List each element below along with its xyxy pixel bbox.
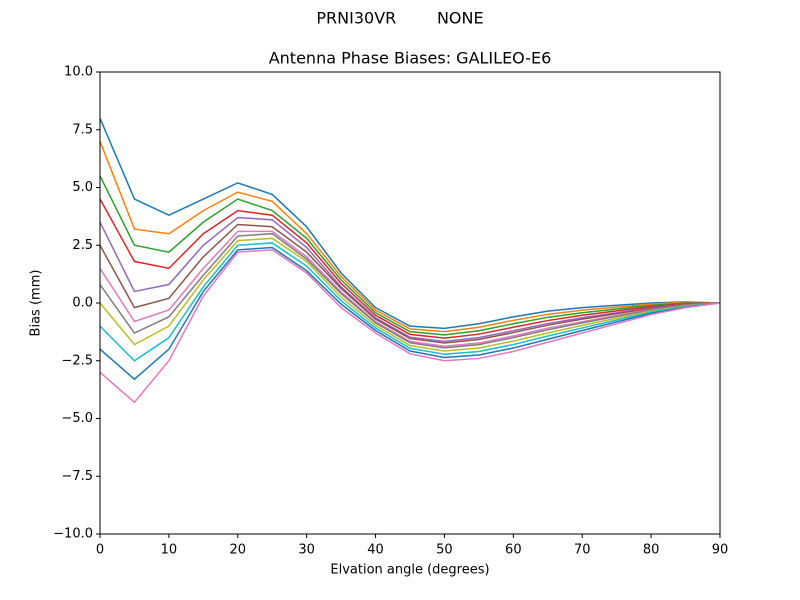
x-tick-label: 60	[505, 543, 522, 558]
series-line	[99, 141, 721, 333]
x-tick-label: 80	[643, 543, 660, 558]
series-line	[99, 232, 721, 349]
y-tick-label: −5.0	[61, 411, 93, 426]
y-tick-label: −10.0	[53, 527, 93, 542]
x-tick-label: 30	[298, 543, 315, 558]
y-tick-label: 7.5	[72, 122, 93, 137]
series-line	[99, 198, 721, 339]
series-line	[99, 216, 721, 343]
x-axis-label: Elvation angle (degrees)	[330, 563, 489, 578]
plot-lines	[99, 117, 721, 404]
suptitle: PRNI30VR NONE	[316, 9, 483, 28]
y-axis-label: Bias (mm)	[29, 270, 44, 337]
series-line	[99, 249, 721, 404]
series-line	[99, 230, 721, 347]
x-tick-label: 0	[96, 543, 104, 558]
series-line	[99, 223, 721, 344]
y-tick-label: 0.0	[72, 296, 93, 311]
x-tick-label: 40	[367, 543, 384, 558]
y-tick-label: 5.0	[72, 180, 93, 195]
series-line	[99, 246, 721, 381]
x-tick-label: 10	[161, 543, 178, 558]
x-tick-label: 20	[230, 543, 247, 558]
x-tick-label: 50	[436, 543, 453, 558]
y-tick-label: 10.0	[64, 65, 93, 80]
series-line	[99, 242, 721, 362]
series-line	[99, 175, 720, 336]
chart-title: Antenna Phase Biases: GALILEO-E6	[269, 49, 552, 68]
y-tick-label: −7.5	[61, 469, 93, 484]
series-line	[99, 237, 721, 352]
y-tick-label: 2.5	[72, 238, 93, 253]
x-tick-label: 70	[574, 543, 591, 558]
y-tick-label: −2.5	[61, 353, 93, 368]
x-tick-label: 90	[712, 543, 729, 558]
series-line	[99, 117, 721, 330]
